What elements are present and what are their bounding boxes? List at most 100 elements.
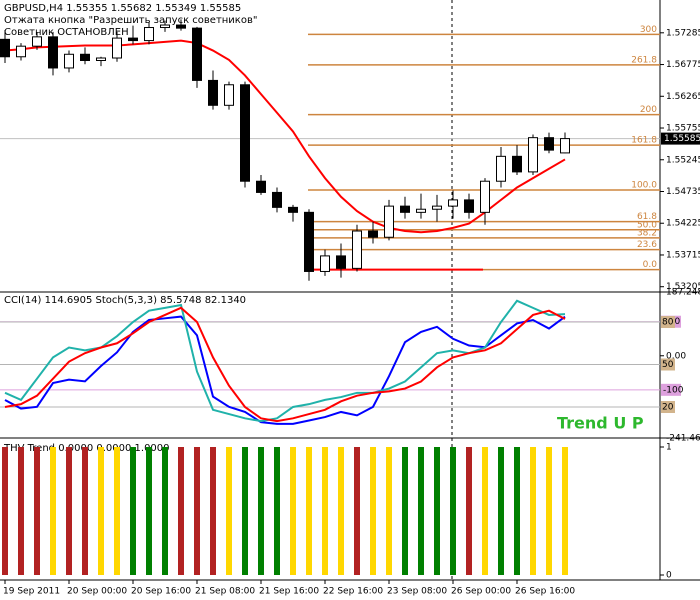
trend-bar xyxy=(306,447,312,575)
fib-label: 261.8 xyxy=(631,55,657,65)
candle-body xyxy=(496,155,506,182)
pane-title: GBPUSD,H4 1.55355 1.55682 1.55349 1.5558… xyxy=(4,3,241,14)
fib-label: 50.0 xyxy=(637,220,657,230)
moving-average xyxy=(4,39,566,234)
level-box xyxy=(661,383,681,396)
y-tick-label: 1.56775 xyxy=(666,60,700,70)
status-text: Советник ОСТАНОВЛЕН xyxy=(4,27,129,38)
candle-body xyxy=(384,205,394,238)
candle-body xyxy=(416,208,426,213)
trend-bar xyxy=(50,447,56,575)
candle-body xyxy=(560,138,570,154)
trend-bar xyxy=(18,447,24,575)
y-tick-label: 1.57285 xyxy=(666,28,700,38)
candle-body xyxy=(16,45,26,58)
candle-body xyxy=(240,84,250,182)
fib-label: 61.8 xyxy=(637,212,657,222)
x-tick-label: 22 Sep 16:00 xyxy=(323,587,383,597)
trend-bar xyxy=(418,447,424,575)
trend-bar xyxy=(370,447,376,575)
candle-body xyxy=(368,230,378,238)
level-box xyxy=(661,358,675,371)
y-tick-label: 1.56265 xyxy=(666,92,700,102)
x-tick-label: 19 Sep 2011 xyxy=(3,587,60,597)
candle-body xyxy=(96,57,106,61)
candle-body xyxy=(288,206,298,213)
trend-bar xyxy=(354,447,360,575)
level-label: 80 xyxy=(662,318,674,328)
trend-bar xyxy=(34,447,40,575)
trend-bar xyxy=(322,447,328,575)
trend-bar xyxy=(450,447,456,575)
trend-bar xyxy=(402,447,408,575)
trend-bar xyxy=(178,447,184,575)
candle-body xyxy=(464,199,474,213)
y-tick-label: -241.4652 xyxy=(666,434,700,444)
candle-body xyxy=(64,53,74,69)
y-tick-label: 1.55245 xyxy=(666,155,700,165)
trend-bar xyxy=(114,447,120,575)
level-label: -100 xyxy=(663,385,684,395)
candle-body xyxy=(512,155,522,173)
candle-body xyxy=(544,137,554,151)
trend-bar xyxy=(466,447,472,575)
indicator-line xyxy=(4,315,566,425)
current-price: 1.55585 xyxy=(664,134,700,144)
candle-body xyxy=(352,230,362,269)
candle-body xyxy=(112,37,122,59)
y-tick-label: 0 xyxy=(666,571,672,581)
trend-bar xyxy=(514,447,520,575)
trend-bar xyxy=(210,447,216,575)
y-tick-label: 1.55755 xyxy=(666,124,700,134)
trend-bar xyxy=(66,447,72,575)
level-label: 20 xyxy=(662,402,674,412)
y-tick-label: 1.53715 xyxy=(666,250,700,260)
candle-body xyxy=(160,24,170,29)
trend-bar xyxy=(242,447,248,575)
trend-bar xyxy=(482,447,488,575)
trend-bar xyxy=(226,447,232,575)
status-text: Отжата кнопка "Разрешить запуск советник… xyxy=(4,15,257,26)
fib-label: 300 xyxy=(640,25,657,35)
trend-bar xyxy=(162,447,168,575)
x-tick-label: 21 Sep 16:00 xyxy=(259,587,319,597)
x-tick-label: 20 Sep 00:00 xyxy=(67,587,127,597)
candle-body xyxy=(144,27,154,42)
fib-label: 38.2 xyxy=(637,228,657,238)
candle-body xyxy=(48,36,58,69)
fib-label: 200 xyxy=(640,105,657,115)
y-tick-label: 0.00 xyxy=(666,351,686,361)
candle-body xyxy=(336,255,346,269)
candle-body xyxy=(128,37,138,42)
trend-bar xyxy=(258,447,264,575)
fib-label: 100.0 xyxy=(631,180,657,190)
trend-bar xyxy=(130,447,136,575)
fib-label: 161.8 xyxy=(631,136,657,146)
trend-bar xyxy=(338,447,344,575)
y-tick-label: 1 xyxy=(666,443,672,453)
trend-bar xyxy=(562,447,568,575)
candle-body xyxy=(224,84,234,106)
trend-bar xyxy=(2,447,8,575)
fib-label: 23.6 xyxy=(637,240,657,250)
trend-bar xyxy=(290,447,296,575)
x-tick-label: 23 Sep 08:00 xyxy=(387,587,447,597)
y-tick-label: 187.2482 xyxy=(666,288,700,298)
x-tick-label: 26 Sep 00:00 xyxy=(451,587,511,597)
candle-body xyxy=(192,27,202,81)
trend-bar xyxy=(386,447,392,575)
candle-body xyxy=(208,79,218,106)
trend-bar xyxy=(82,447,88,575)
trend-bar xyxy=(194,447,200,575)
trend-bar xyxy=(546,447,552,575)
trend-bar xyxy=(498,447,504,575)
x-tick-label: 20 Sep 16:00 xyxy=(131,587,191,597)
candle-body xyxy=(256,180,266,193)
trend-bar xyxy=(98,447,104,575)
candle-body xyxy=(176,24,186,29)
candle-body xyxy=(80,53,90,61)
indicator-line xyxy=(4,306,566,423)
trend-bar xyxy=(530,447,536,575)
trend-bar xyxy=(146,447,152,575)
